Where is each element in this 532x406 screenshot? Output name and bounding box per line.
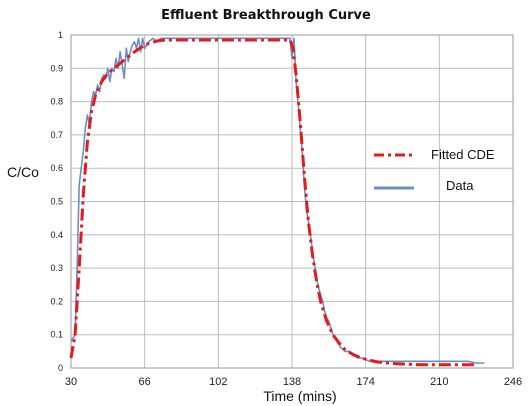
y-tick-label: 0.7 (50, 130, 63, 140)
y-tick-label: 0.9 (50, 63, 63, 73)
series-line-fitted-cde (69, 38, 477, 367)
x-tick-label: 66 (139, 376, 151, 388)
legend-label-fitted-cde: Fitted CDE (431, 147, 495, 162)
y-tick-label: 0.8 (50, 97, 63, 107)
y-axis-label: C/Co (7, 164, 39, 180)
x-tick-label: 174 (356, 376, 374, 388)
legend-label-data: Data (446, 178, 474, 193)
x-tick-label: 102 (209, 376, 227, 388)
y-tick-label: 0.6 (50, 163, 63, 173)
axis-tick-labels: 0 0.1 0.2 0.3 0.4 0.5 0.6 0.7 0.8 0.9 1 30 66 102 138 1… (50, 30, 522, 388)
x-tick-label: 210 (430, 376, 448, 388)
legend: Fitted CDE Data (374, 147, 495, 193)
y-tick-label: 0.1 (50, 330, 63, 340)
y-tick-label: 0 (58, 363, 63, 373)
x-tick-label: 246 (504, 376, 522, 388)
y-tick-label: 0.2 (50, 296, 63, 306)
y-tick-label: 0.4 (50, 230, 63, 240)
y-tick-label: 1 (58, 30, 63, 40)
series-layer (69, 37, 485, 367)
series-line-data (70, 37, 485, 364)
plot-frame (70, 34, 514, 369)
x-tick-label: 138 (283, 376, 301, 388)
y-tick-label: 0.5 (50, 197, 63, 207)
y-tick-label: 0.3 (50, 263, 63, 273)
grid-lines (70, 34, 514, 369)
chart-title: Effluent Breakthrough Curve (161, 8, 371, 23)
x-tick-label: 30 (65, 376, 77, 388)
x-axis-label: Time (mins) (263, 388, 336, 404)
